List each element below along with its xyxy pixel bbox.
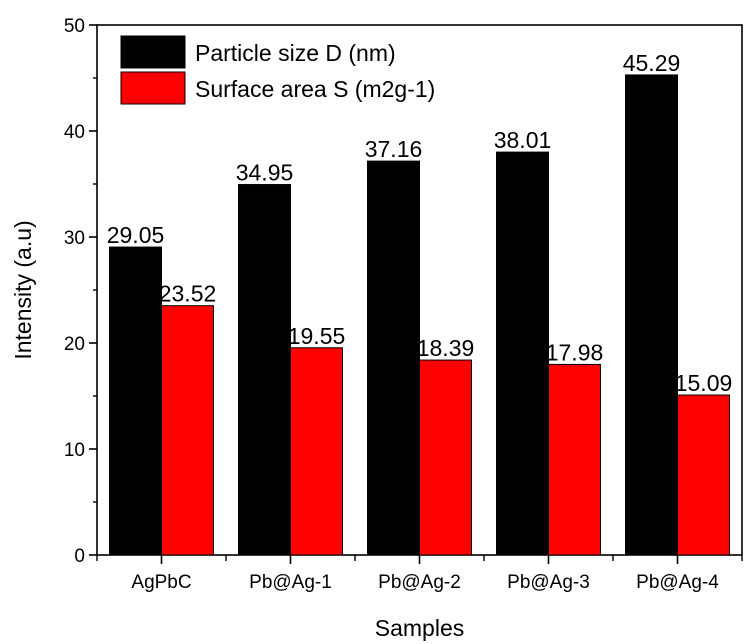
y-tick-label: 10: [64, 440, 85, 461]
data-label: 38.01: [494, 127, 552, 153]
legend-swatch-particle-size: [120, 35, 186, 69]
legend: Particle size D (nm) Surface area S (m2g…: [120, 35, 435, 105]
x-tick-label: AgPbC: [131, 572, 191, 593]
x-tick-label: Pb@Ag-1: [249, 572, 332, 593]
legend-label-surface-area: Surface area S (m2g-1): [195, 76, 435, 102]
legend-label-particle-size: Particle size D (nm): [195, 40, 396, 66]
x-axis: AgPbC Pb@Ag-1 Pb@Ag-2 Pb@Ag-3 Pb@Ag-4: [96, 555, 743, 593]
bar-surface-area-agpbc: [161, 305, 214, 556]
bar-surface-area-pb-ag-3: [548, 363, 601, 556]
y-axis: 0 10 20 30 40 50: [64, 16, 97, 567]
y-axis-title: Intensity (a.u): [10, 220, 36, 359]
x-axis-title: Samples: [375, 615, 464, 641]
bar-particle-size-pb-ag-4: [625, 74, 678, 556]
y-tick-label: 40: [64, 122, 85, 143]
y-tick-label: 20: [64, 334, 85, 355]
bar-particle-size-pb-ag-2: [367, 160, 420, 556]
y-tick-label: 30: [64, 228, 85, 249]
y-tick-label: 0: [74, 546, 85, 567]
data-label: 23.52: [159, 281, 217, 307]
bar-surface-area-pb-ag-2: [419, 359, 472, 556]
bar-particle-size-agpbc: [109, 246, 162, 556]
data-label: 34.95: [236, 160, 294, 186]
data-label: 15.09: [675, 370, 733, 396]
data-label: 45.29: [623, 50, 681, 76]
bar-particle-size-pb-ag-3: [496, 151, 549, 556]
data-label: 29.05: [107, 222, 165, 248]
bar-particle-size-pb-ag-1: [238, 184, 291, 556]
bar-surface-area-pb-ag-1: [290, 347, 343, 556]
y-tick-label: 50: [64, 16, 85, 37]
bars: [109, 74, 730, 556]
data-label: 18.39: [417, 335, 475, 361]
legend-swatch-surface-area: [120, 71, 186, 105]
x-tick-label: Pb@Ag-3: [507, 572, 590, 593]
data-label: 19.55: [288, 323, 346, 349]
data-label: 37.16: [365, 136, 423, 162]
x-tick-label: Pb@Ag-2: [378, 572, 461, 593]
x-tick-label: Pb@Ag-4: [636, 572, 719, 593]
bar-surface-area-pb-ag-4: [677, 394, 730, 556]
value-labels: 29.05 34.95 37.16 38.01 45.29 23.52 19.55 18.39…: [107, 50, 733, 396]
data-label: 17.98: [546, 339, 604, 365]
